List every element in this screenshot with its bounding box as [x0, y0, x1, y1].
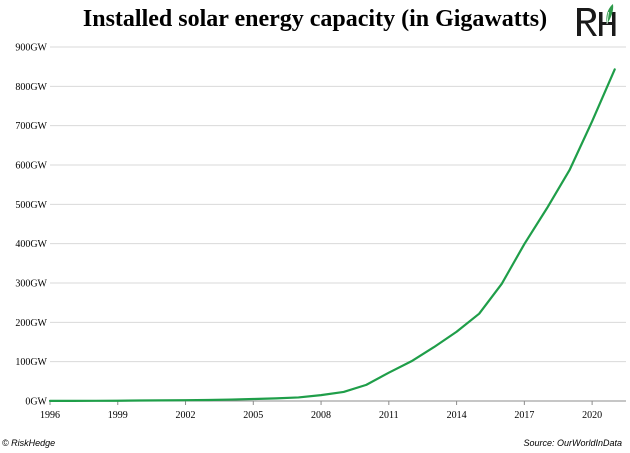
y-tick-label: 800GW — [15, 82, 47, 93]
series-line — [48, 68, 616, 402]
y-tick-label: 100GW — [15, 357, 47, 368]
x-tick-label: 2011 — [379, 410, 399, 421]
x-tick-labels: 1996 1999 2002 2005 2008 2011 2014 2017 2020 — [40, 410, 602, 421]
y-tick-label: 0GW — [25, 397, 47, 408]
riskhedge-logo — [577, 4, 616, 36]
chart-title: Installed solar energy capacity (in Giga… — [82, 6, 548, 32]
y-tick-label: 900GW — [15, 43, 47, 54]
y-tick-label: 300GW — [15, 279, 47, 290]
x-tick-label: 2017 — [514, 410, 534, 421]
series-layer — [48, 68, 616, 402]
x-tick-label: 2005 — [243, 410, 263, 421]
x-tick-label: 2002 — [176, 410, 196, 421]
x-tick-label: 2020 — [582, 410, 602, 421]
x-tick-label: 1996 — [40, 410, 60, 421]
leaf-icon — [606, 4, 614, 24]
x-tick-label: 1999 — [108, 410, 128, 421]
y-tick-label: 500GW — [15, 200, 47, 211]
y-tick-label: 700GW — [15, 121, 47, 132]
stem-icon — [606, 11, 609, 25]
y-tick-label: 400GW — [15, 239, 47, 250]
x-tick-label: 2008 — [311, 410, 331, 421]
copyright-text: © RiskHedge — [2, 438, 56, 448]
grid-layer — [50, 46, 626, 363]
y-tick-labels: 0GW 100GW 200GW 300GW 400GW 500GW 600GW 700GW 80… — [15, 43, 47, 408]
y-tick-label: 200GW — [15, 318, 47, 329]
source-text: Source: OurWorldInData — [523, 438, 622, 448]
x-tick-label: 2014 — [447, 410, 467, 421]
y-tick-label: 600GW — [15, 161, 47, 172]
logo-letter-r — [577, 8, 597, 36]
